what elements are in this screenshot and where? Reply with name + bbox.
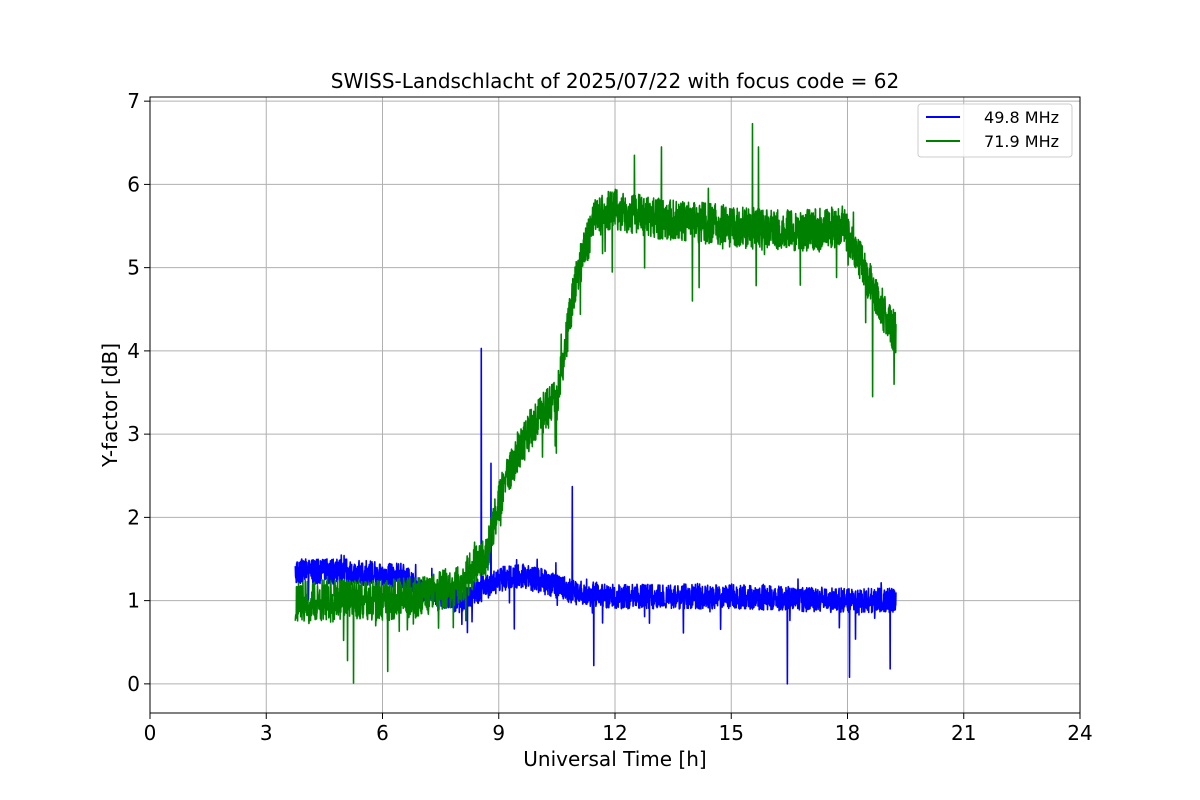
x-tick-label: 9 xyxy=(492,721,505,745)
series-line-49-8-mhz xyxy=(294,347,897,685)
y-tick-label: 4 xyxy=(127,339,140,363)
x-tick-label: 12 xyxy=(602,721,627,745)
y-tick-label: 2 xyxy=(127,505,140,529)
x-tick-label: 3 xyxy=(260,721,273,745)
y-tick-label: 0 xyxy=(127,672,140,696)
x-tick-label: 6 xyxy=(376,721,389,745)
y-tick-label: 7 xyxy=(127,89,140,113)
x-axis-label: Universal Time [h] xyxy=(523,747,706,771)
legend: 49.8 MHz 71.9 MHz xyxy=(917,103,1073,158)
x-tick-label: 24 xyxy=(1067,721,1092,745)
x-tick-label: 18 xyxy=(835,721,860,745)
series-line-71-9-mhz xyxy=(294,122,897,684)
x-tick-label: 21 xyxy=(951,721,976,745)
x-tick-label: 0 xyxy=(144,721,157,745)
x-axis-ticks: 0 3 6 9 12 15 18 21 24 xyxy=(144,713,1093,745)
y-tick-label: 6 xyxy=(127,172,140,196)
y-tick-label: 5 xyxy=(127,256,140,280)
legend-label-71-9-mhz: 71.9 MHz xyxy=(984,132,1059,151)
y-tick-label: 3 xyxy=(127,422,140,446)
legend-label-49-8-mhz: 49.8 MHz xyxy=(984,108,1059,127)
series-layer xyxy=(294,122,897,685)
x-tick-label: 15 xyxy=(719,721,744,745)
y-axis-ticks: 0 1 2 3 4 5 6 7 xyxy=(127,89,150,696)
y-tick-label: 1 xyxy=(127,589,140,613)
chart-title: SWISS-Landschlacht of 2025/07/22 with fo… xyxy=(331,69,899,93)
y-axis-label: Y-factor [dB] xyxy=(98,343,122,468)
